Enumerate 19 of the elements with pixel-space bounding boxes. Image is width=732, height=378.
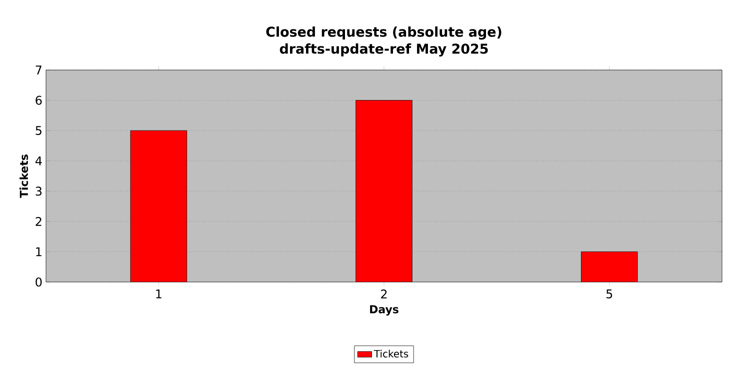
- y-axis-title: Tickets: [20, 154, 28, 198]
- chart-subtitle: drafts-update-ref May 2025: [280, 43, 488, 57]
- bar: [580, 252, 638, 282]
- y-tick-label: 1: [36, 247, 42, 256]
- y-tick-label: 6: [36, 96, 42, 105]
- x-axis-title: Days: [370, 305, 398, 316]
- y-tick-label: 0: [36, 277, 42, 287]
- y-tick-label: 4: [35, 156, 42, 166]
- legend-label: Tickets: [374, 350, 408, 358]
- y-tick-label: 5: [36, 126, 42, 136]
- x-tick-label: 2: [381, 290, 387, 298]
- y-tick-label: 7: [36, 66, 42, 74]
- bar: [356, 100, 412, 282]
- chart-title: Closed requests (absolute age): [266, 26, 502, 40]
- x-tick-label: 1: [156, 290, 162, 298]
- y-tick-label: 3: [36, 186, 42, 196]
- y-tick-label: 2: [36, 216, 42, 226]
- bar: [130, 130, 188, 282]
- x-tick-label: 5: [606, 290, 612, 298]
